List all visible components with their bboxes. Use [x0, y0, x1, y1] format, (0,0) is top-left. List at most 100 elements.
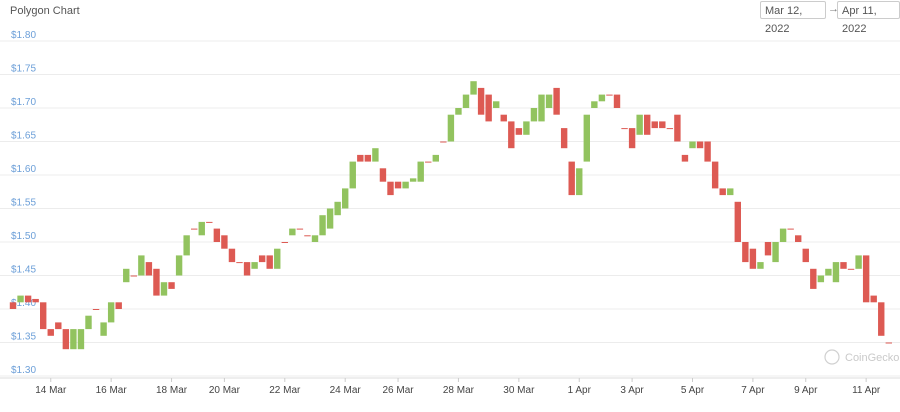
candle-body: [734, 201, 741, 242]
y-tick-label: $1.80: [11, 30, 36, 41]
candle-body: [477, 87, 485, 115]
candle-body: [77, 329, 85, 350]
x-tick-label: 26 Mar: [382, 385, 414, 396]
candle-body: [802, 248, 809, 263]
candle-body: [206, 221, 213, 223]
candle-body: [606, 94, 613, 96]
candle-body: [493, 101, 500, 108]
x-tick-label: 9 Apr: [794, 385, 818, 396]
candle-body: [198, 221, 205, 236]
candle-body: [55, 322, 62, 330]
candle-body: [530, 108, 538, 122]
candle-body: [840, 262, 847, 269]
candle-body: [795, 235, 802, 242]
candle-body: [621, 128, 628, 130]
candle-body: [659, 121, 666, 129]
candle-body: [296, 228, 304, 230]
candle-body: [85, 315, 92, 330]
candle-body: [568, 161, 575, 196]
candle-body: [719, 188, 726, 196]
candle-body: [613, 94, 621, 108]
candle-body: [274, 248, 281, 269]
x-tick-label: 5 Apr: [681, 385, 705, 396]
candle-body: [470, 81, 477, 95]
candle-body: [213, 228, 221, 242]
candle-body: [228, 248, 236, 263]
candle-body: [742, 242, 749, 263]
x-tick-label: 11 Apr: [852, 385, 881, 396]
y-tick-label: $1.75: [11, 64, 36, 75]
candle-body: [553, 87, 560, 115]
candle-body: [576, 168, 583, 196]
candle-body: [825, 268, 832, 276]
candle-body: [545, 94, 553, 108]
candle-body: [651, 121, 658, 129]
candle-body: [40, 302, 47, 330]
x-tick-label: 24 Mar: [330, 385, 362, 396]
range-arrow: →: [828, 3, 839, 15]
candle-body: [711, 161, 719, 189]
candle-body: [500, 114, 507, 122]
candle-body: [387, 181, 394, 196]
candle-body: [447, 114, 455, 142]
candle-body: [334, 201, 341, 216]
y-tick-label: $1.55: [11, 198, 36, 209]
watermark-text: CoinGecko: [845, 352, 899, 364]
candle-body: [440, 141, 447, 143]
chart-title: Polygon Chart: [10, 5, 80, 17]
candle-body: [681, 154, 689, 162]
candle-body: [425, 161, 432, 163]
y-tick-label: $1.60: [11, 164, 36, 175]
candle-body: [666, 128, 674, 130]
candle-body: [432, 154, 439, 162]
candle-body: [764, 242, 772, 256]
candle-body: [115, 302, 122, 309]
candle-body: [674, 114, 681, 142]
candles: [9, 81, 892, 350]
candle-body: [62, 329, 70, 350]
candle-body: [417, 161, 424, 182]
candle-body: [485, 94, 492, 122]
candle-body: [342, 188, 349, 209]
candle-body: [817, 275, 825, 283]
candle-body: [372, 148, 379, 162]
x-tick-label: 14 Mar: [35, 385, 67, 396]
y-tick-label: $1.35: [11, 332, 36, 343]
candle-body: [628, 128, 636, 149]
candle-body: [885, 342, 892, 344]
candle-body: [515, 128, 523, 135]
candle-body: [462, 94, 470, 108]
candle-body: [266, 255, 273, 269]
candle-body: [379, 168, 387, 182]
candle-body: [878, 302, 885, 336]
candle-body: [160, 282, 168, 296]
y-tick-label: $1.50: [11, 231, 36, 242]
candle-body: [523, 121, 530, 135]
x-tick-label: 7 Apr: [741, 385, 765, 396]
watermark: CoinGecko: [824, 349, 899, 365]
candle-body: [779, 228, 787, 242]
candle-body: [757, 262, 764, 269]
x-tick-label: 3 Apr: [620, 385, 644, 396]
candle-body: [727, 188, 734, 196]
candle-body: [221, 235, 228, 249]
candle-body: [168, 282, 175, 289]
candle-body: [508, 121, 515, 149]
end-date[interactable]: Apr 11, 2022: [837, 1, 900, 35]
candle-body: [130, 275, 137, 277]
candle-body: [598, 94, 606, 102]
x-tick-label: 30 Mar: [503, 385, 535, 396]
candle-body: [591, 101, 598, 108]
y-tick-label: $1.40: [11, 298, 36, 309]
candle-body: [787, 228, 794, 230]
candle-body: [138, 255, 145, 276]
candle-body: [175, 255, 183, 276]
x-tick-label: 16 Mar: [96, 385, 128, 396]
candle-body: [281, 242, 288, 243]
candle-body: [689, 141, 696, 149]
start-date[interactable]: Mar 12, 2022: [760, 1, 826, 35]
y-tick-label: $1.65: [11, 131, 36, 142]
candle-body: [349, 161, 356, 189]
